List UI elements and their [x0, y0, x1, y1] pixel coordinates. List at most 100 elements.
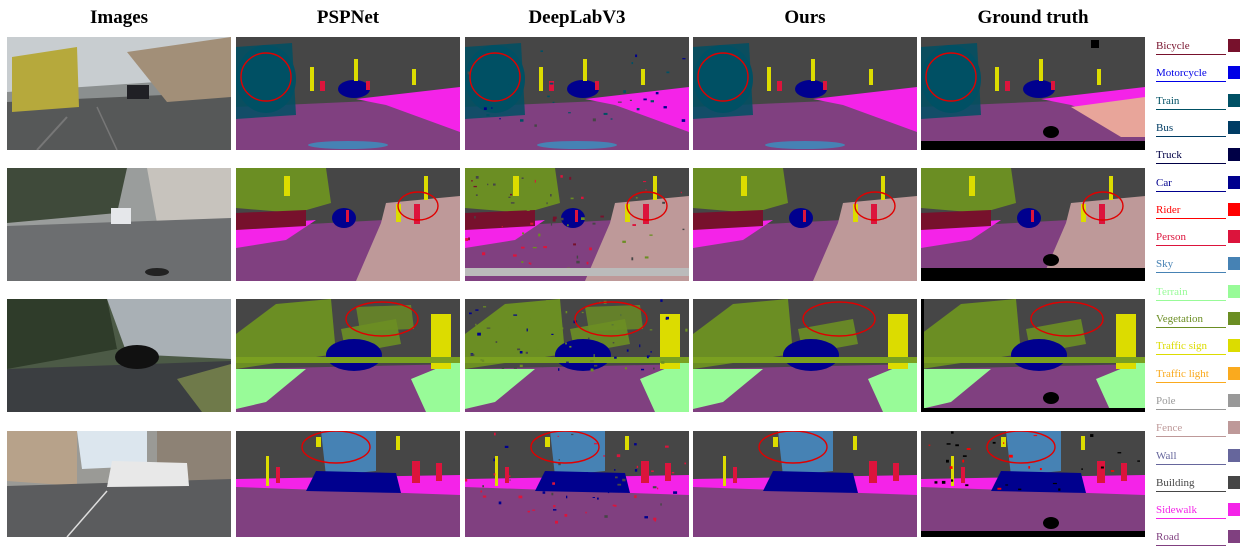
legend-item-traffic-light: Traffic light: [1156, 365, 1240, 385]
segmentation-map-pspnet-row-2: [236, 168, 460, 281]
header-ground-truth: Ground truth: [977, 7, 1089, 28]
legend-swatch: [1228, 530, 1240, 544]
header-deeplabv3: DeepLabV3: [528, 7, 626, 28]
legend-item-wall: Wall: [1156, 447, 1240, 467]
legend-underline: [1156, 108, 1226, 110]
header-ours: Ours: [784, 7, 826, 28]
legend-label: Sky: [1156, 258, 1174, 271]
legend-swatch: [1228, 393, 1240, 407]
legend-label: Person: [1156, 231, 1186, 244]
legend-item-motorcycle: Motorcycle: [1156, 64, 1240, 84]
legend-underline: [1156, 463, 1226, 465]
segmentation-map-ours-row-1: [693, 37, 917, 150]
legend-item-bus: Bus: [1156, 119, 1240, 139]
legend-item-car: Car: [1156, 174, 1240, 194]
legend-swatch: [1228, 66, 1240, 80]
legend-item-bicycle: Bicycle: [1156, 37, 1240, 57]
legend-underline: [1156, 81, 1226, 83]
legend-swatch: [1228, 421, 1240, 435]
legend-label: Pole: [1156, 394, 1176, 407]
legend-item-rider: Rider: [1156, 201, 1240, 221]
legend-swatch: [1228, 230, 1240, 244]
legend-swatch: [1228, 312, 1240, 325]
legend-label: Traffic light: [1156, 367, 1209, 380]
segmentation-map-pspnet-row-3: [236, 299, 460, 412]
legend-underline: [1156, 299, 1226, 301]
segmentation-map-ours-row-3: [693, 299, 917, 412]
legend-swatch: [1228, 284, 1240, 298]
segmentation-map-ours-row-2: [693, 168, 917, 281]
legend-underline: [1156, 217, 1226, 219]
legend-label: Truck: [1156, 149, 1182, 162]
legend-label: Bicycle: [1156, 40, 1190, 52]
segmentation-map-ground-truth-row-3: [921, 299, 1145, 412]
legend-item-traffic-sign: Traffic sign: [1156, 337, 1240, 357]
legend-item-terrain: Terrain: [1156, 283, 1240, 303]
legend-item-sky: Sky: [1156, 255, 1240, 275]
input-image-row-3: [7, 299, 231, 412]
legend-label: Traffic sign: [1156, 340, 1208, 353]
legend-item-train: Train: [1156, 92, 1240, 112]
segmentation-map-deeplabv3-row-4: [465, 431, 689, 537]
header-images: Images: [89, 7, 149, 28]
legend-label: Terrain: [1156, 285, 1188, 298]
legend-underline: [1156, 245, 1226, 247]
segmentation-map-ground-truth-row-1: [921, 37, 1145, 150]
segmentation-map-pspnet-row-4: [236, 431, 460, 537]
legend-underline: [1156, 135, 1226, 137]
segmentation-map-pspnet-row-1: [236, 37, 460, 150]
legend-underline: [1156, 545, 1226, 547]
legend-item-building: Building: [1156, 474, 1240, 494]
input-image-row-1: [7, 37, 231, 150]
legend-label: Fence: [1156, 422, 1183, 435]
legend-swatch: [1228, 475, 1240, 489]
legend-underline: [1156, 408, 1226, 410]
legend-swatch: [1228, 93, 1240, 107]
legend-label: Vegetation: [1156, 313, 1204, 325]
legend-label: Wall: [1156, 449, 1177, 462]
segmentation-map-deeplabv3-row-2: [465, 168, 689, 281]
legend-swatch: [1228, 503, 1240, 517]
legend-swatch: [1228, 120, 1240, 134]
legend-underline: [1156, 381, 1226, 383]
segmentation-map-deeplabv3-row-3: [465, 299, 689, 412]
legend-underline: [1156, 436, 1226, 438]
legend-item-person: Person: [1156, 228, 1240, 248]
legend-swatch: [1228, 202, 1240, 216]
header-pspnet: PSPNet: [316, 7, 380, 28]
legend-label: Bus: [1156, 121, 1174, 134]
legend-swatch: [1228, 339, 1240, 353]
legend-item-fence: Fence: [1156, 419, 1240, 439]
legend-item-pole: Pole: [1156, 392, 1240, 412]
segmentation-map-ours-row-4: [693, 431, 917, 537]
legend-underline: [1156, 327, 1226, 328]
legend-swatch: [1228, 257, 1240, 271]
legend-underline: [1156, 354, 1226, 356]
legend-label: Car: [1156, 176, 1172, 189]
legend-item-truck: Truck: [1156, 146, 1240, 166]
legend-label: Building: [1156, 476, 1195, 489]
legend-swatch: [1228, 39, 1240, 52]
legend-swatch: [1228, 448, 1240, 462]
legend-label: Road: [1156, 531, 1180, 544]
legend-underline: [1156, 518, 1226, 520]
legend-swatch: [1228, 175, 1240, 189]
legend-underline: [1156, 190, 1226, 192]
legend-label: Train: [1156, 94, 1180, 107]
legend-item-sidewalk: Sidewalk: [1156, 501, 1240, 521]
legend-swatch: [1228, 366, 1240, 380]
legend-swatch: [1228, 148, 1240, 162]
legend-underline: [1156, 490, 1226, 492]
legend-label: Rider: [1156, 203, 1181, 216]
segmentation-map-ground-truth-row-4: [921, 431, 1145, 537]
legend-item-road: Road: [1156, 528, 1240, 548]
input-image-row-2: [7, 168, 231, 281]
legend-label: Sidewalk: [1156, 504, 1197, 517]
legend-underline: [1156, 163, 1226, 165]
legend-underline: [1156, 54, 1226, 55]
legend-label: Motorcycle: [1156, 67, 1207, 80]
segmentation-map-ground-truth-row-2: [921, 168, 1145, 281]
segmentation-map-deeplabv3-row-1: [465, 37, 689, 150]
legend-underline: [1156, 272, 1226, 274]
input-image-row-4: [7, 431, 231, 537]
